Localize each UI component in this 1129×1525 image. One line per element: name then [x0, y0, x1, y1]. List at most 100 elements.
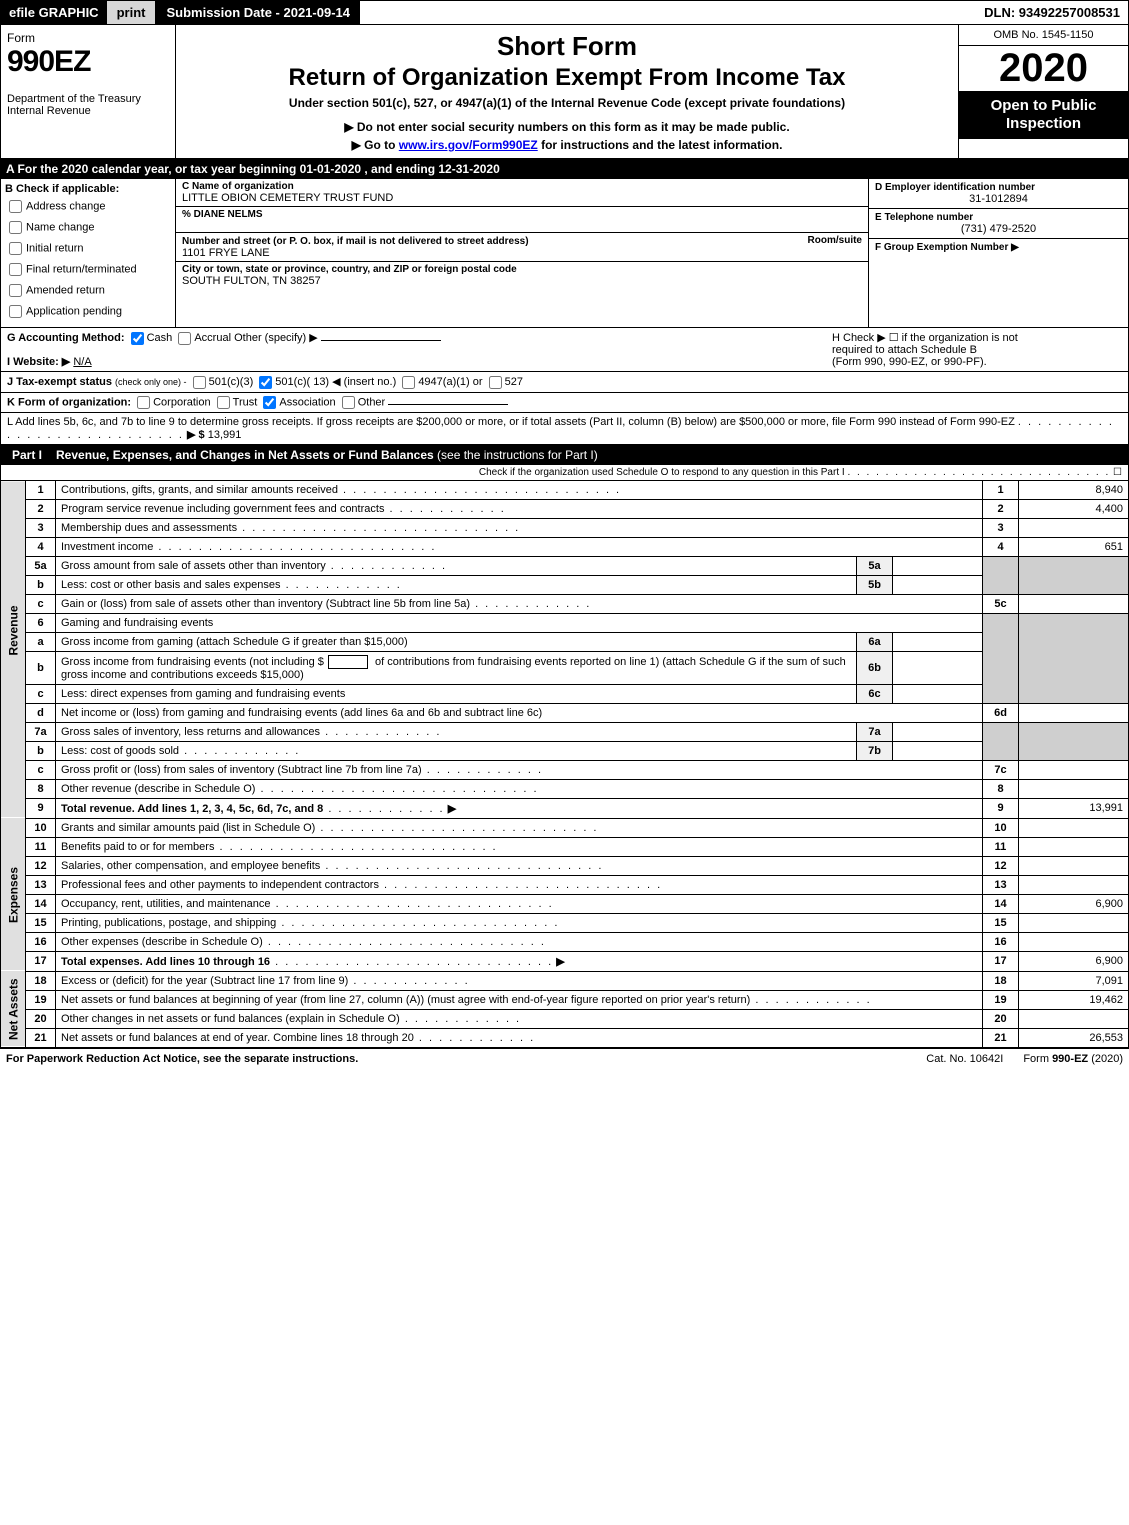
l13-val	[1019, 875, 1129, 894]
l7a-sv	[893, 722, 983, 741]
l-row: L Add lines 5b, 6c, and 7b to line 9 to …	[0, 413, 1129, 445]
d-label: D Employer identification number	[875, 182, 1122, 193]
b-title: B Check if applicable:	[5, 183, 171, 195]
g-cash: Cash	[147, 332, 173, 344]
l6a-desc: Gross income from gaming (attach Schedul…	[56, 632, 857, 651]
line-13: 13 Professional fees and other payments …	[1, 875, 1129, 894]
j-527: 527	[505, 376, 523, 388]
j-501c-chk[interactable]	[259, 376, 272, 389]
l6c-desc: Less: direct expenses from gaming and fu…	[56, 684, 857, 703]
l-text: L Add lines 5b, 6c, and 7b to line 9 to …	[7, 416, 1015, 428]
tax-year: 2020	[959, 46, 1128, 91]
chk-initial-return-box[interactable]	[9, 242, 22, 255]
l14-rn: 14	[983, 894, 1019, 913]
j-501c3-chk[interactable]	[193, 376, 206, 389]
l21-desc: Net assets or fund balances at end of ye…	[56, 1028, 983, 1047]
l12-desc: Salaries, other compensation, and employ…	[56, 856, 983, 875]
j-label: J Tax-exempt status	[7, 376, 112, 388]
l17-rn: 17	[983, 951, 1019, 971]
c-care-row: % DIANE NELMS	[176, 207, 868, 233]
h-line3: (Form 990, 990-EZ, or 990-PF).	[832, 356, 1122, 368]
k-corp: Corporation	[153, 396, 210, 408]
l1-desc: Contributions, gifts, grants, and simila…	[56, 481, 983, 500]
l15-rn: 15	[983, 913, 1019, 932]
chk-amended-return[interactable]: Amended return	[5, 281, 171, 300]
l6a-sv	[893, 632, 983, 651]
l3-num: 3	[26, 518, 56, 537]
chk-app-pending-box[interactable]	[9, 305, 22, 318]
l11-desc: Benefits paid to or for members	[56, 837, 983, 856]
chk-app-pending[interactable]: Application pending	[5, 302, 171, 321]
l16-desc: Other expenses (describe in Schedule O)	[56, 932, 983, 951]
k-other-chk[interactable]	[342, 396, 355, 409]
l21-num: 21	[26, 1028, 56, 1047]
k-trust-chk[interactable]	[217, 396, 230, 409]
chk-address-change-box[interactable]	[9, 200, 22, 213]
l7b-num: b	[26, 741, 56, 760]
l10-rn: 10	[983, 818, 1019, 837]
l5c-num: c	[26, 594, 56, 613]
chk-amended-return-box[interactable]	[9, 284, 22, 297]
c-name-val: LITTLE OBION CEMETERY TRUST FUND	[182, 192, 862, 204]
j-501c3: 501(c)(3)	[209, 376, 254, 388]
chk-initial-return[interactable]: Initial return	[5, 239, 171, 258]
part1-box[interactable]: ☐	[1113, 467, 1122, 478]
k-corp-chk[interactable]	[137, 396, 150, 409]
l6b-desc: Gross income from fundraising events (no…	[56, 651, 857, 684]
chk-final-return[interactable]: Final return/terminated	[5, 260, 171, 279]
l4-desc: Investment income	[56, 537, 983, 556]
l11-num: 11	[26, 837, 56, 856]
l20-desc: Other changes in net assets or fund bala…	[56, 1009, 983, 1028]
l11-rn: 11	[983, 837, 1019, 856]
l8-desc: Other revenue (describe in Schedule O)	[56, 779, 983, 798]
chk-name-change-box[interactable]	[9, 221, 22, 234]
f-row: F Group Exemption Number ▶	[869, 239, 1128, 327]
g-other-line	[321, 340, 441, 341]
form-number: 990EZ	[7, 45, 169, 79]
header-mid: Short Form Return of Organization Exempt…	[176, 25, 958, 158]
line-16: 16 Other expenses (describe in Schedule …	[1, 932, 1129, 951]
return-title: Return of Organization Exempt From Incom…	[186, 64, 948, 92]
open-public: Open to Public Inspection	[959, 91, 1128, 139]
dln-label: DLN: 93492257008531	[976, 1, 1128, 24]
line-6a: a Gross income from gaming (attach Sched…	[1, 632, 1129, 651]
efile-label: efile GRAPHIC	[1, 1, 107, 24]
line-5c: c Gain or (loss) from sale of assets oth…	[1, 594, 1129, 613]
e-label: E Telephone number	[875, 212, 1122, 223]
l21-rn: 21	[983, 1028, 1019, 1047]
part1-see: (see the instructions for Part I)	[437, 448, 598, 462]
c-name-label: C Name of organization	[182, 181, 862, 192]
l6a-sn: 6a	[857, 632, 893, 651]
j-527-chk[interactable]	[489, 376, 502, 389]
revenue-table: Revenue 1 Contributions, gifts, grants, …	[0, 481, 1129, 1048]
i-label: I Website: ▶	[7, 356, 70, 368]
line-7b: b Less: cost of goods sold 7b	[1, 741, 1129, 760]
expenses-side: Expenses	[1, 818, 26, 971]
part1-sched-o: Check if the organization used Schedule …	[0, 465, 1129, 481]
l16-val	[1019, 932, 1129, 951]
print-button[interactable]: print	[107, 1, 157, 24]
l7c-desc: Gross profit or (loss) from sales of inv…	[56, 760, 983, 779]
l6-shade-val	[1019, 613, 1129, 703]
k-assoc-chk[interactable]	[263, 396, 276, 409]
l17-arrow: ▶	[556, 956, 564, 968]
l19-num: 19	[26, 990, 56, 1009]
l9-desc: Total revenue. Add lines 1, 2, 3, 4, 5c,…	[56, 798, 983, 818]
d-val: 31-1012894	[875, 193, 1122, 205]
dept-label: Department of the Treasury Internal Reve…	[7, 93, 169, 117]
l5a-sv	[893, 556, 983, 575]
footer-mid: Cat. No. 10642I	[906, 1053, 1023, 1065]
c-city-val: SOUTH FULTON, TN 38257	[182, 275, 862, 287]
irs-link[interactable]: www.irs.gov/Form990EZ	[399, 138, 538, 152]
g-other: Other (specify) ▶	[234, 332, 318, 344]
g-cash-chk[interactable]	[131, 332, 144, 345]
l5c-rn: 5c	[983, 594, 1019, 613]
g-accrual-chk[interactable]	[178, 332, 191, 345]
chk-name-change[interactable]: Name change	[5, 218, 171, 237]
l10-desc: Grants and similar amounts paid (list in…	[56, 818, 983, 837]
footer-right: Form Form 990-EZ (2020)990-EZ (2020)	[1023, 1053, 1123, 1065]
l6c-sn: 6c	[857, 684, 893, 703]
j-4947-chk[interactable]	[402, 376, 415, 389]
chk-address-change[interactable]: Address change	[5, 197, 171, 216]
chk-final-return-box[interactable]	[9, 263, 22, 276]
